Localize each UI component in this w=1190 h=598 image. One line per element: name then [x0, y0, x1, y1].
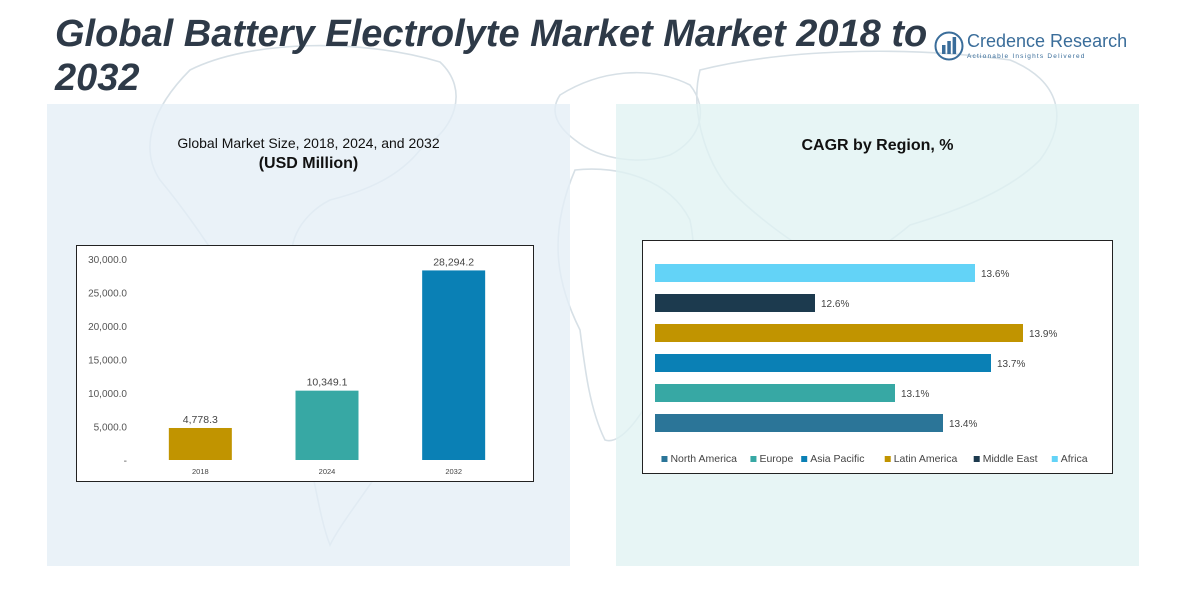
page-title: Global Battery Electrolyte Market Market… — [55, 13, 928, 99]
x-tick-label: 2032 — [445, 467, 462, 476]
legend-label: Asia Pacific — [810, 453, 864, 465]
cagr-bar-chart: 13.4% 13.1% 13.7% 13.9% 12.6% 13.6% North Amer… — [655, 264, 1088, 465]
y-tick-label: 30,000.0 — [88, 255, 127, 266]
bar-europe — [655, 384, 895, 402]
market-size-bar-chart: - 5,000.0 10,000.0 15,000.0 20,000.0 25,000.0… — [88, 255, 486, 476]
bar-2032 — [422, 270, 486, 460]
bar-north-america — [655, 414, 943, 432]
bar-value-label: 13.6% — [981, 269, 1009, 280]
bar-2018 — [168, 427, 232, 460]
x-tick-label: 2024 — [319, 467, 336, 476]
bar-value-label: 4,778.3 — [183, 414, 218, 426]
x-tick-label: 2018 — [192, 467, 209, 476]
y-tick-label: - — [124, 456, 127, 467]
cagr-title: CAGR by Region, % — [801, 137, 954, 154]
bar-value-label: 13.4% — [949, 419, 977, 430]
y-tick-label: 10,000.0 — [88, 389, 127, 400]
legend-label: North America — [670, 453, 737, 465]
legend-label: Africa — [1061, 453, 1088, 465]
y-tick-label: 25,000.0 — [88, 289, 127, 300]
bar-2024 — [295, 390, 359, 460]
legend-swatch — [750, 456, 757, 462]
legend-swatch — [1051, 456, 1058, 462]
legend-label: Middle East — [983, 453, 1038, 465]
bar-africa — [655, 264, 975, 282]
bar-value-label: 10,349.1 — [307, 377, 348, 389]
legend-label: Europe — [759, 453, 793, 465]
market-size-panel: Global Market Size, 2018, 2024, and 2032… — [47, 104, 570, 566]
y-tick-label: 15,000.0 — [88, 356, 127, 367]
credence-research-logo: Credence Research Actionable Insights De… — [934, 30, 1128, 66]
bar-middle-east — [655, 294, 815, 312]
y-tick-label: 20,000.0 — [88, 322, 127, 333]
cagr-chart-frame: 13.4% 13.1% 13.7% 13.9% 12.6% 13.6% North Amer… — [642, 240, 1113, 474]
logo-tagline: Actionable Insights Delivered — [967, 53, 1086, 60]
legend-label: Latin America — [894, 453, 958, 465]
legend-swatch — [661, 456, 668, 462]
logo-name: Credence Research — [967, 31, 1128, 51]
bar-value-label: 13.7% — [997, 359, 1025, 370]
market-size-chart-frame: - 5,000.0 10,000.0 15,000.0 20,000.0 25,000.0… — [76, 245, 534, 482]
bar-value-label: 13.1% — [901, 389, 929, 400]
legend-swatch — [884, 456, 891, 462]
legend-swatch — [973, 456, 980, 462]
bar-asia-pacific — [655, 354, 991, 372]
bar-value-label: 28,294.2 — [433, 256, 474, 268]
bar-chart-logo-icon — [934, 31, 964, 61]
cagr-panel: CAGR by Region, % 13.4% 13.1% 13.7% 13.9% 12… — [616, 104, 1139, 566]
market-size-unit: (USD Million) — [258, 155, 359, 172]
legend-swatch — [801, 456, 808, 462]
bar-value-label: 12.6% — [821, 299, 849, 310]
bar-latin-america — [655, 324, 1023, 342]
bar-value-label: 13.9% — [1029, 329, 1057, 340]
market-size-title: Global Market Size, 2018, 2024, and 2032 — [177, 135, 440, 151]
y-tick-label: 5,000.0 — [94, 423, 128, 434]
